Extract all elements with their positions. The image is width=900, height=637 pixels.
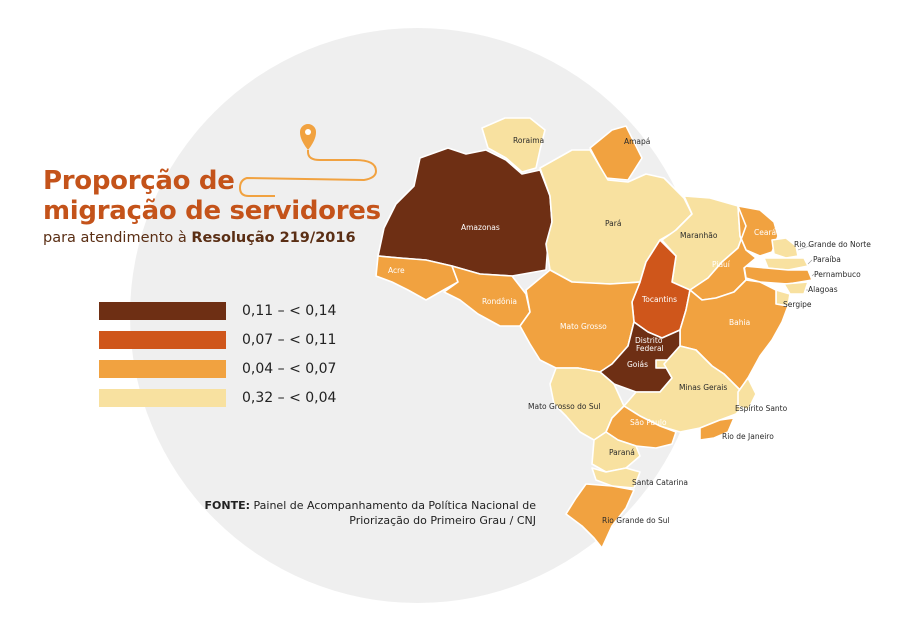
state-label-para: Pará [605, 219, 621, 228]
legend: 0,11 – < 0,14 0,07 – < 0,11 0,04 – < 0,0… [99, 296, 336, 412]
state-label-ceara: Ceará [754, 228, 776, 237]
state-label-rondonia: Rondônia [482, 297, 517, 306]
label-leaders [797, 244, 815, 291]
legend-label: 0,07 – < 0,11 [242, 331, 337, 348]
subtitle-prefix: para atendimento à [43, 230, 192, 246]
legend-row: 0,04 – < 0,07 [99, 354, 336, 383]
legend-swatch [99, 388, 226, 407]
state-label-minas-gerais: Minas Gerais [679, 383, 727, 392]
state-label-sao-paulo: São Paulo [630, 418, 667, 427]
state-label-roraima: Roraima [513, 136, 544, 145]
state-label-amazonas: Amazonas [461, 223, 500, 232]
state-espirito-santo[interactable] [737, 377, 757, 411]
state-label-piaui: Piauí [712, 260, 731, 269]
state-label-santa-catarina: Santa Catarina [632, 478, 688, 487]
legend-row: 0,11 – < 0,14 [99, 296, 336, 325]
state-label-paraiba: Paraíba [813, 255, 841, 264]
state-pernambuco[interactable] [743, 265, 813, 285]
subtitle-resolution: Resolução 219/2016 [191, 230, 356, 246]
state-label-acre: Acre [388, 266, 405, 275]
state-label-rio-grande-do-sul: Rio Grande do Sul [602, 516, 670, 525]
state-alagoas[interactable] [783, 281, 809, 295]
legend-row: 0,07 – < 0,11 [99, 325, 336, 354]
legend-swatch [99, 330, 226, 349]
state-minas-gerais[interactable] [623, 345, 747, 433]
state-santa-catarina[interactable] [591, 467, 641, 489]
state-label-distrito-federal-1: Distrito [635, 336, 663, 345]
state-rondonia[interactable] [443, 265, 531, 327]
state-label-bahia: Bahia [729, 318, 750, 327]
state-amazonas[interactable] [377, 147, 553, 277]
title-block: Proporção de migração de servidores para… [43, 166, 381, 246]
source-text: Painel de Acompanhamento da Política Nac… [250, 499, 537, 527]
state-rio-grande-do-norte[interactable] [771, 237, 799, 259]
state-label-alagoas: Alagoas [808, 285, 838, 294]
state-label-mato-grosso: Mato Grosso [560, 322, 607, 331]
title-line-2: migração de servidores [43, 196, 381, 226]
state-parana[interactable] [591, 431, 641, 473]
legend-row: 0,32 – < 0,04 [99, 383, 336, 412]
state-label-rio-grande-do-norte: Rio Grande do Norte [794, 240, 871, 249]
location-pin-icon [300, 124, 316, 150]
state-label-goias: Goiás [627, 360, 648, 369]
legend-swatch [99, 359, 226, 378]
source-label: FONTE: [204, 499, 251, 512]
state-label-rio-de-janeiro: Rio de Janeiro [722, 432, 774, 441]
state-label-espirito-santo: Espírito Santo [735, 404, 788, 413]
title-line-1: Proporção de [43, 166, 235, 196]
state-label-sergipe: Sergipe [783, 300, 812, 309]
state-label-maranhao: Maranhão [680, 231, 718, 240]
state-label-distrito-federal-2: Federal [636, 344, 664, 353]
subtitle: para atendimento à Resolução 219/2016 [43, 230, 381, 246]
state-label-mato-grosso-do-sul: Mato Grosso do Sul [528, 402, 600, 411]
state-sao-paulo[interactable] [605, 405, 677, 449]
state-label-parana: Paraná [609, 448, 635, 457]
state-rio-de-janeiro[interactable] [699, 417, 735, 441]
legend-label: 0,11 – < 0,14 [242, 302, 337, 319]
state-rio-grande-do-sul[interactable] [565, 483, 635, 549]
state-label-amapa: Amapá [624, 137, 650, 146]
state-label-pernambuco: Pernambuco [814, 270, 861, 279]
source-note: FONTE: Painel de Acompanhamento da Polít… [200, 498, 536, 528]
legend-swatch [99, 301, 226, 320]
state-acre[interactable] [375, 255, 459, 301]
state-roraima[interactable] [481, 117, 546, 173]
legend-label: 0,32 – < 0,04 [242, 389, 337, 406]
legend-label: 0,04 – < 0,07 [242, 360, 337, 377]
state-label-tocantins: Tocantins [641, 295, 677, 304]
